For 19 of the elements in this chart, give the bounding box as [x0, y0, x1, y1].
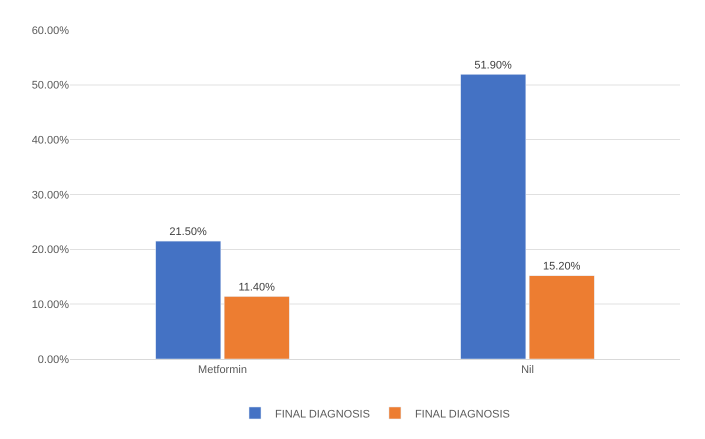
y-tick-label: 0.00% [38, 354, 70, 366]
data-label: 51.90% [474, 59, 512, 72]
y-tick-label: 40.00% [32, 134, 70, 147]
bar [155, 240, 222, 359]
x-tick-label: Metformin [198, 364, 247, 376]
bar [460, 74, 526, 359]
legend-label: FINAL DIAGNOSIS [414, 408, 510, 420]
bar [528, 275, 595, 359]
y-tick-label: 50.00% [32, 80, 70, 92]
bar [224, 296, 290, 359]
y-tick-label: 60.00% [32, 24, 70, 37]
data-label: 21.50% [169, 226, 207, 238]
legend-label: FINAL DIAGNOSIS [275, 408, 370, 420]
y-tick-label: 30.00% [32, 189, 70, 202]
data-label: 11.40% [238, 281, 276, 294]
data-label: 15.20% [543, 260, 581, 273]
y-tick-label: 20.00% [32, 244, 70, 256]
y-tick-label: 10.00% [32, 299, 70, 312]
x-tick-label: Nil [521, 364, 534, 376]
